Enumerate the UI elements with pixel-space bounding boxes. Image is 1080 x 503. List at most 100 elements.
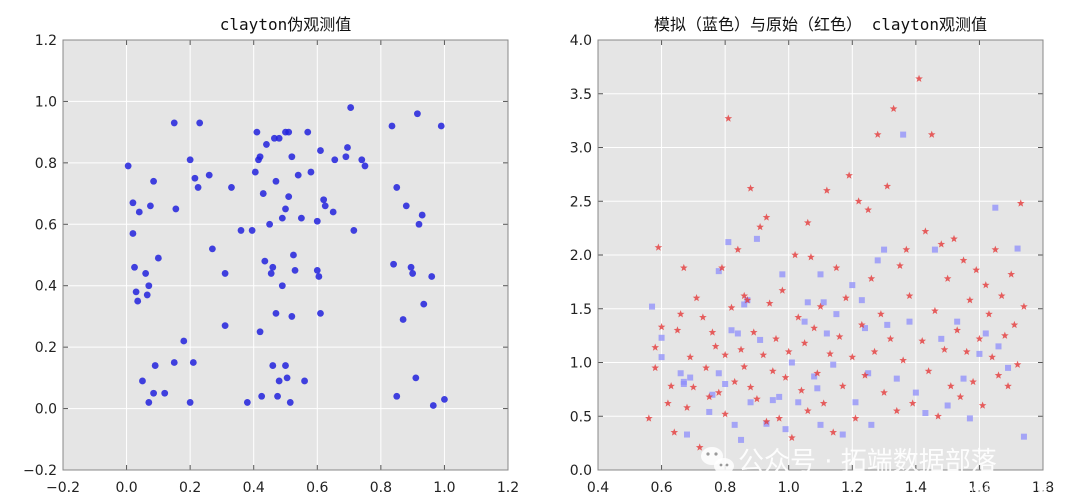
data-point-star	[934, 412, 942, 420]
data-point	[191, 174, 199, 182]
x-tick-label: 1.8	[1032, 480, 1054, 496]
data-point-star	[721, 410, 729, 418]
data-point-star	[858, 320, 866, 329]
data-point-square	[817, 271, 824, 278]
data-point-square	[709, 391, 716, 398]
data-point-star	[670, 428, 679, 436]
data-point-star	[978, 401, 987, 409]
x-tick-label: 1.2	[841, 480, 863, 496]
data-point	[256, 328, 264, 336]
data-point	[196, 119, 204, 127]
data-point-square	[725, 239, 732, 246]
data-point	[317, 309, 324, 317]
data-point-square	[862, 325, 868, 332]
data-point-square	[814, 385, 821, 392]
data-point	[285, 128, 293, 136]
data-point	[272, 309, 280, 317]
data-point-star	[778, 286, 787, 294]
data-point	[286, 399, 294, 406]
data-point	[124, 162, 132, 170]
data-point-star	[651, 363, 660, 372]
data-point-star	[645, 414, 653, 422]
data-point-star	[800, 339, 809, 347]
data-point-square	[868, 421, 875, 428]
data-point	[161, 389, 169, 397]
data-point	[388, 122, 396, 130]
data-point-square	[849, 282, 856, 289]
data-point	[221, 270, 229, 277]
data-point-star	[937, 240, 946, 248]
data-point	[270, 134, 278, 142]
data-point-star	[921, 227, 930, 235]
data-point-square	[858, 297, 865, 304]
data-point-star	[835, 332, 844, 340]
data-point-star	[762, 213, 771, 221]
data-point-square	[731, 421, 738, 428]
data-point-square	[747, 399, 754, 406]
data-point	[269, 362, 277, 369]
data-point	[409, 270, 417, 277]
data-point	[313, 217, 321, 225]
data-point-star	[842, 294, 850, 302]
y-tick-label: 0.5	[570, 409, 592, 425]
data-point-square	[757, 336, 764, 343]
data-point-square	[776, 393, 783, 400]
data-point-square	[811, 373, 818, 380]
data-point-star	[924, 367, 933, 375]
data-point-square	[715, 370, 722, 377]
data-point-star	[962, 347, 971, 355]
data-point-star	[1016, 199, 1025, 207]
data-point	[282, 205, 289, 213]
data-point-square	[912, 389, 919, 396]
data-point-star	[788, 433, 796, 441]
data-point-star	[991, 245, 1000, 253]
data-point-star	[838, 382, 847, 390]
data-point-star	[892, 406, 901, 415]
data-point	[253, 128, 261, 136]
data-point-star	[940, 345, 949, 353]
y-tick-label: 0.8	[35, 156, 57, 172]
chart-title: clayton伪观测值	[220, 15, 351, 34]
x-tick-label: 1.6	[968, 480, 990, 496]
data-point-square	[801, 318, 808, 325]
data-point-star	[908, 399, 917, 407]
data-point-square	[753, 235, 760, 242]
data-point	[274, 392, 281, 400]
y-tick-label: 1.2	[35, 33, 57, 49]
data-point	[258, 392, 266, 400]
data-point-star	[702, 363, 710, 372]
right-scatter-chart: 0.4 0.6 0.8 1.0 1.2 1.4 1.6 1.8 0.0 0.5 1.0 1.5 2.0 2…	[570, 15, 1054, 496]
y-tick-label: 0.4	[35, 279, 57, 295]
data-point-star	[803, 218, 812, 226]
data-point-square	[830, 361, 837, 368]
data-point	[407, 263, 415, 271]
series	[649, 131, 1027, 443]
data-point-star	[943, 274, 952, 282]
data-point-square	[649, 303, 656, 310]
data-point-square	[893, 375, 900, 382]
data-point	[288, 153, 296, 161]
data-point	[278, 282, 286, 290]
data-point-star	[727, 303, 736, 311]
data-point-star	[781, 373, 790, 381]
data-point-star	[864, 205, 872, 214]
data-point-star	[829, 428, 838, 436]
data-point-star	[867, 274, 876, 282]
data-point	[251, 168, 259, 176]
data-point-star	[985, 310, 993, 318]
data-point-star	[664, 399, 672, 407]
x-tick-label: 0.6	[650, 480, 672, 496]
data-point-star	[905, 291, 914, 300]
x-tick-label: 0.8	[714, 480, 736, 496]
data-point	[139, 377, 146, 385]
y-tick-label: 1.0	[570, 356, 592, 372]
data-point	[151, 362, 159, 369]
data-point-square	[782, 426, 789, 433]
data-point-square	[995, 343, 1002, 350]
data-point	[243, 399, 251, 406]
data-point-star	[692, 294, 701, 302]
data-point-square	[1005, 364, 1012, 371]
data-point	[266, 220, 274, 228]
y-tick-label: 0.0	[35, 402, 57, 418]
data-point-square	[658, 354, 665, 361]
